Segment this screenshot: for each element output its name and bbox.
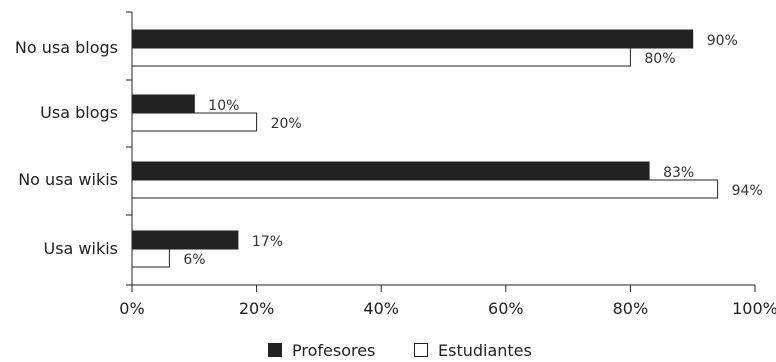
x-tick-label: 20%: [239, 299, 275, 318]
legend-item-profesores: Profesores: [268, 340, 375, 360]
bar-estudiantes: [131, 179, 719, 199]
value-label: 6%: [183, 252, 205, 268]
value-label: 90%: [707, 33, 738, 49]
value-label: 83%: [663, 165, 694, 181]
x-tick-label: 60%: [488, 299, 524, 318]
x-axis-ticks: 0% 20% 40% 60% 80% 100%: [119, 285, 776, 318]
x-tick-label: 100%: [732, 299, 776, 318]
value-label: 20%: [271, 116, 302, 132]
category-label: No usa blogs: [15, 38, 118, 57]
value-label: 17%: [252, 234, 283, 250]
x-tick-label: 80%: [613, 299, 649, 318]
x-tick-label: 0%: [119, 299, 144, 318]
legend: Profesores Estudiantes: [0, 336, 776, 362]
bar-profesores: [131, 161, 650, 181]
bar-estudiantes: [131, 112, 258, 132]
legend-swatch-estudiantes: [414, 343, 428, 357]
category-label: No usa wikis: [18, 170, 118, 189]
value-label: 94%: [732, 183, 763, 199]
category-label: Usa wikis: [43, 239, 118, 258]
legend-swatch-profesores: [268, 343, 282, 357]
category-labels: No usa blogs Usa blogs No usa wikis Usa wik…: [15, 38, 118, 258]
bar-profesores: [131, 230, 239, 250]
legend-label-estudiantes: Estudiantes: [438, 340, 532, 360]
bar-profesores: [131, 94, 195, 114]
bar-estudiantes: [131, 248, 170, 268]
legend-item-estudiantes: Estudiantes: [414, 340, 532, 360]
value-label: 80%: [644, 51, 675, 67]
bar-estudiantes: [131, 47, 631, 67]
x-tick-label: 40%: [363, 299, 399, 318]
value-label: 10%: [208, 98, 239, 114]
legend-label-profesores: Profesores: [292, 340, 376, 360]
value-labels: 90% 80% 10% 20% 83% 94% 17% 6%: [183, 33, 762, 268]
category-label: Usa blogs: [40, 103, 118, 122]
bar-profesores: [131, 29, 694, 49]
bars: [131, 29, 719, 268]
